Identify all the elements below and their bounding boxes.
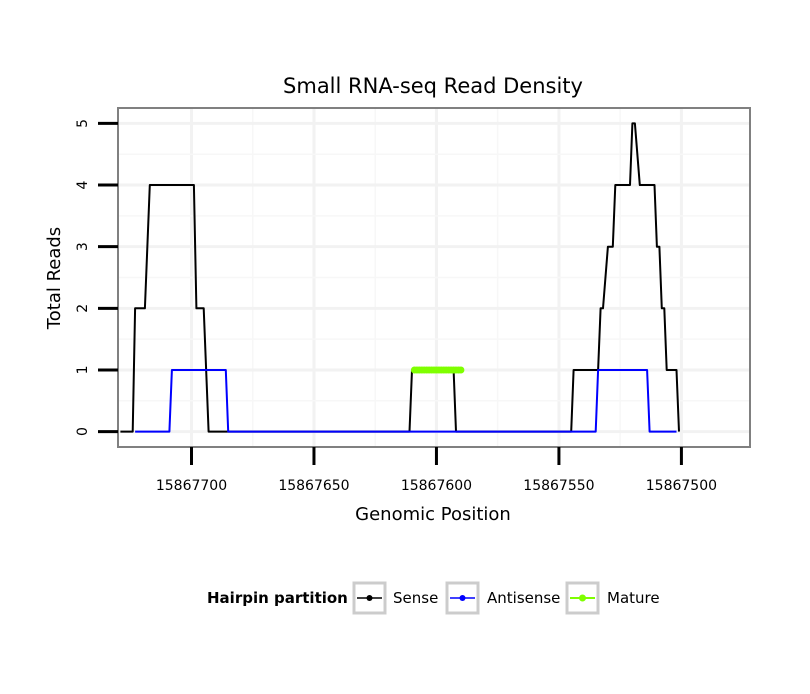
- y-tick-label: 5: [75, 119, 91, 128]
- legend-point-mature: [579, 594, 586, 602]
- legend-entry-sense: Sense: [352, 581, 438, 615]
- legend: Hairpin partition Sense Antisense Mature: [207, 581, 660, 615]
- legend-point-antisense: [459, 595, 466, 601]
- x-axis-label: Genomic Position: [355, 504, 511, 525]
- x-tick-label: 15867600: [401, 478, 472, 494]
- y-axis-label: Total Reads: [44, 227, 65, 330]
- series-line-antisense: [135, 369, 677, 433]
- axis-layer: 15867700 15867650 15867600 15867550 15867500…: [75, 119, 717, 494]
- legend-point-sense: [366, 595, 373, 601]
- chart-title: Small RNA-seq Read Density: [283, 74, 583, 98]
- x-tick-label: 15867550: [523, 478, 594, 494]
- x-tick-label: 15867650: [278, 478, 349, 494]
- y-tick-label: 3: [75, 242, 91, 251]
- legend-title: Hairpin partition: [207, 589, 348, 607]
- legend-label-antisense: Antisense: [487, 589, 560, 607]
- x-tick-label: 15867700: [156, 478, 227, 494]
- y-tick-label: 2: [75, 304, 91, 313]
- legend-entry-mature: Mature: [565, 581, 660, 615]
- x-tick-label: 15867500: [646, 478, 717, 494]
- y-tick-label: 4: [75, 181, 91, 190]
- y-tick-label: 1: [75, 365, 91, 374]
- legend-entry-antisense: Antisense: [445, 581, 560, 615]
- series-line-sense: [120, 122, 680, 433]
- y-tick-label: 0: [75, 427, 91, 436]
- legend-label-mature: Mature: [607, 589, 660, 607]
- mature-point: [457, 366, 465, 374]
- plot-border: [117, 107, 751, 448]
- series-layer: [120, 122, 680, 433]
- legend-label-sense: Sense: [393, 589, 438, 607]
